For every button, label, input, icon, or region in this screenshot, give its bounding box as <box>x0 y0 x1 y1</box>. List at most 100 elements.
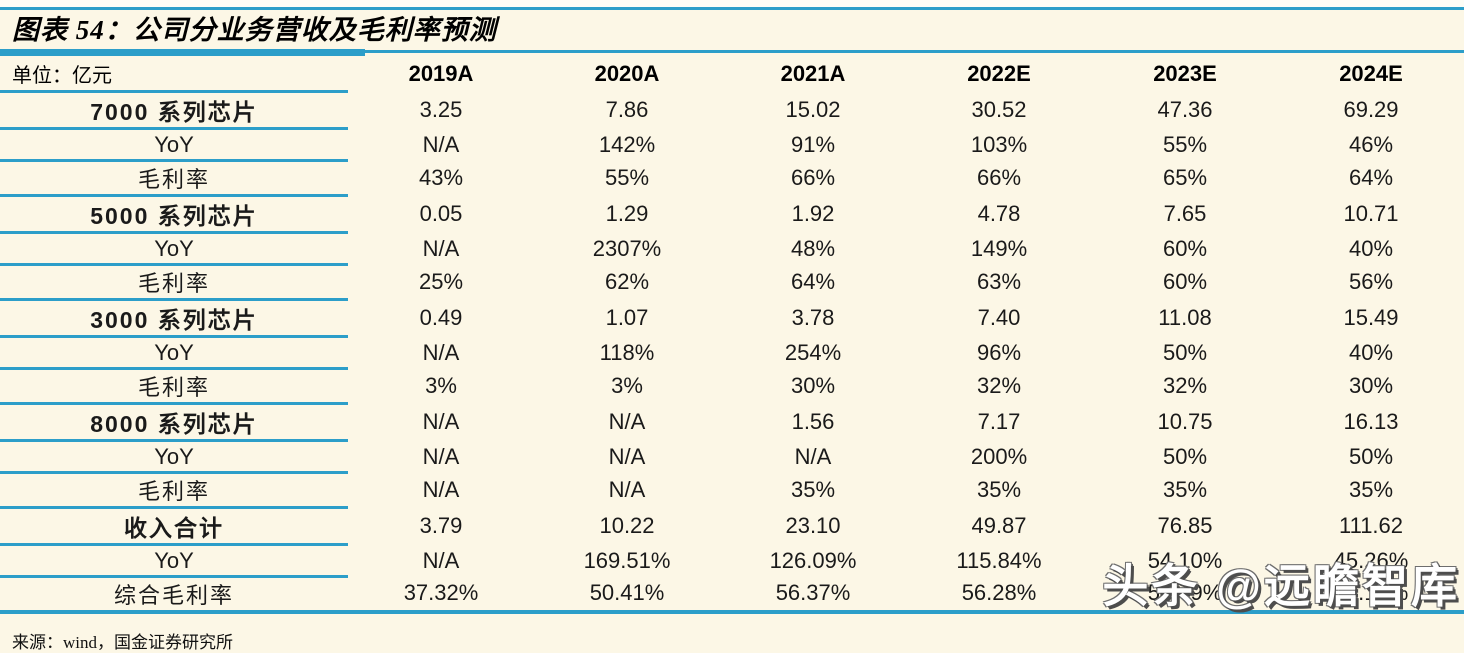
value-cell: 3.78 <box>791 305 835 330</box>
value-cell: 7.40 <box>977 305 1021 330</box>
column-header-2024E: 2024E <box>1339 60 1403 86</box>
value-cell: 62% <box>604 269 650 294</box>
value-cell: N/A <box>794 443 832 469</box>
table-row: 3000 系列芯片 0.49 1.07 3.78 7.40 11.08 15.49 <box>0 299 1464 338</box>
value-cell: 3% <box>611 373 643 398</box>
row-label: YoY <box>0 440 348 474</box>
column-header-2023E: 2023E <box>1153 60 1217 86</box>
value-cell: 50% <box>1162 443 1208 469</box>
value-cell: 64% <box>1348 165 1394 190</box>
row-label: 5000 系列芯片 <box>0 195 348 234</box>
value-cell: N/A <box>422 339 460 365</box>
value-cell: 64% <box>790 269 836 294</box>
value-cell: 50% <box>1348 443 1394 469</box>
top-border-rule <box>0 7 1464 10</box>
value-cell: 96% <box>976 339 1022 365</box>
value-cell: 3.79 <box>419 513 463 538</box>
value-cell: 40% <box>1348 235 1394 261</box>
value-cell: 15.02 <box>785 97 841 122</box>
row-label: 毛利率 <box>0 472 348 509</box>
value-cell: 35% <box>1162 477 1208 502</box>
table-row: 8000 系列芯片 N/A N/A 1.56 7.17 10.75 16.13 <box>0 403 1464 442</box>
value-cell: 30.52 <box>971 97 1027 122</box>
value-cell: N/A <box>422 131 460 157</box>
value-cell: 7.65 <box>1163 201 1207 226</box>
value-cell: 54.10% <box>1147 547 1223 573</box>
row-label: 8000 系列芯片 <box>0 403 348 442</box>
row-label: 毛利率 <box>0 368 348 405</box>
table-row: 收入合计 3.79 10.22 23.10 49.87 76.85 111.62 <box>0 507 1464 546</box>
value-cell: 55% <box>604 165 650 190</box>
value-cell: 10.22 <box>599 513 655 538</box>
value-cell: 7.86 <box>605 97 649 122</box>
figure-title: 图表 54：公司分业务营收及毛利率预测 <box>12 15 497 45</box>
value-cell: 169.51% <box>583 547 671 573</box>
value-cell: 56.28% <box>906 576 1092 614</box>
value-cell: 1.07 <box>605 305 649 330</box>
value-cell: 65% <box>1162 165 1208 190</box>
value-cell: 69.29 <box>1343 97 1399 122</box>
value-cell: 126.09% <box>769 547 857 573</box>
table-row: 5000 系列芯片 0.05 1.29 1.92 4.78 7.65 10.71 <box>0 195 1464 234</box>
table-row: 毛利率 3% 3% 30% 32% 32% 30% <box>0 368 1464 405</box>
value-cell: 10.75 <box>1157 409 1213 434</box>
table-row: 毛利率 N/A N/A 35% 35% 35% 35% <box>0 472 1464 509</box>
value-cell: 91% <box>790 131 836 157</box>
value-cell: 7.17 <box>977 409 1021 434</box>
value-cell: 35% <box>790 477 836 502</box>
table-row: 综合毛利率 37.32% 50.41% 56.37% 56.28% 55.49% 54.12… <box>0 576 1464 614</box>
table-row: YoY N/A N/A N/A 200% 50% 50% <box>0 440 1464 474</box>
value-cell: N/A <box>608 443 646 469</box>
value-cell: 3.25 <box>419 97 463 122</box>
title-underline <box>0 49 1464 56</box>
value-cell: 30% <box>790 373 836 398</box>
value-cell: 45.26% <box>1333 547 1409 573</box>
value-cell: 3% <box>425 373 457 398</box>
value-cell: 35% <box>976 477 1022 502</box>
value-cell: 16.13 <box>1343 409 1399 434</box>
value-cell: 60% <box>1162 269 1208 294</box>
value-cell: N/A <box>608 477 646 502</box>
table-row: YoY N/A 142% 91% 103% 55% 46% <box>0 128 1464 162</box>
table-row: 7000 系列芯片 3.25 7.86 15.02 30.52 47.36 69.29 <box>0 91 1464 130</box>
table-row: YoY N/A 169.51% 126.09% 115.84% 54.10% 45.26% <box>0 544 1464 578</box>
value-cell: 48% <box>790 235 836 261</box>
row-label: YoY <box>0 232 348 266</box>
row-label: 毛利率 <box>0 264 348 301</box>
value-cell: 35% <box>1348 477 1394 502</box>
table-row: YoY N/A 118% 254% 96% 50% 40% <box>0 336 1464 370</box>
table-row: 毛利率 25% 62% 64% 63% 60% 56% <box>0 264 1464 301</box>
value-cell: 142% <box>598 131 656 157</box>
value-cell: 149% <box>970 235 1028 261</box>
value-cell: 46% <box>1348 131 1394 157</box>
column-header-2020A: 2020A <box>594 60 660 86</box>
value-cell: 43% <box>418 165 464 190</box>
table-row: 毛利率 43% 55% 66% 66% 65% 64% <box>0 160 1464 197</box>
forecast-table: 单位：亿元 2019A 2020A 2021A 2022E 2023E 2024E 700… <box>0 56 1464 614</box>
row-label: 收入合计 <box>0 507 348 546</box>
table-header-row: 单位：亿元 2019A 2020A 2021A 2022E 2023E 2024E <box>0 56 1464 93</box>
value-cell: N/A <box>422 547 460 573</box>
value-cell: 66% <box>790 165 836 190</box>
value-cell: 254% <box>784 339 842 365</box>
value-cell: 15.49 <box>1343 305 1399 330</box>
value-cell: 50% <box>1162 339 1208 365</box>
value-cell: 111.62 <box>1338 513 1404 538</box>
table-row: YoY N/A 2307% 48% 149% 60% 40% <box>0 232 1464 266</box>
value-cell: 49.87 <box>971 513 1027 538</box>
value-cell: 1.92 <box>791 201 835 226</box>
row-label: 毛利率 <box>0 160 348 197</box>
column-header-2019A: 2019A <box>408 60 474 86</box>
value-cell: 54.12% <box>1278 576 1464 614</box>
value-cell: 60% <box>1162 235 1208 261</box>
row-label: 3000 系列芯片 <box>0 299 348 338</box>
title-underline-thick-segment <box>0 49 365 56</box>
value-cell: 32% <box>976 373 1022 398</box>
watermark-toutiao-yuanzhan: 头条 @远瞻智库 <box>1102 560 1460 612</box>
value-cell: 47.36 <box>1157 97 1213 122</box>
value-cell: N/A <box>422 409 460 434</box>
value-cell: N/A <box>422 477 460 502</box>
value-cell: 56.37% <box>720 576 906 614</box>
row-label: YoY <box>0 544 348 578</box>
value-cell: 1.56 <box>791 409 835 434</box>
